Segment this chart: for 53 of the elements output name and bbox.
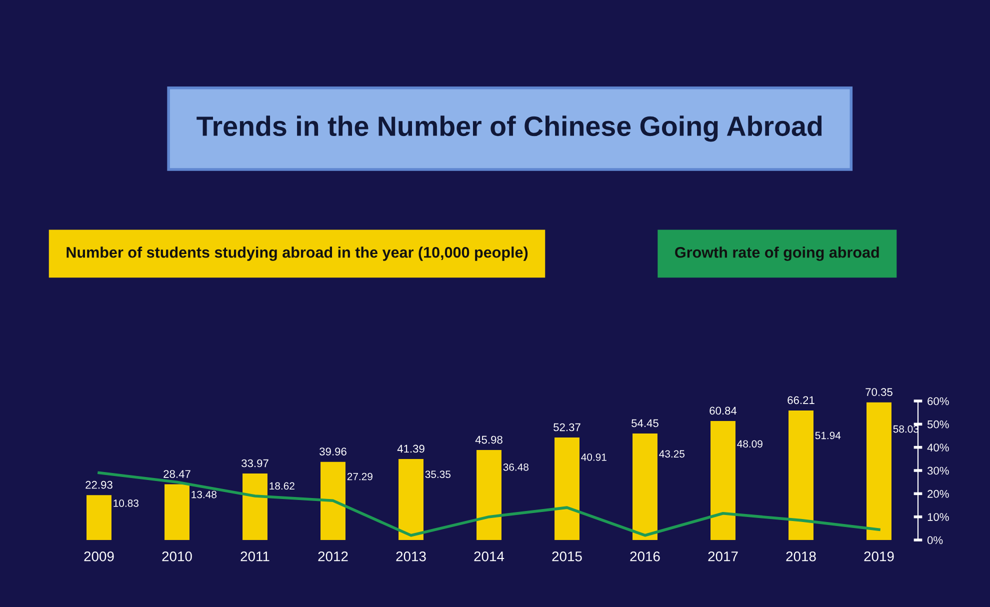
- x-tick-label: 2015: [552, 551, 582, 562]
- y2-tick-label: 40%: [927, 444, 949, 452]
- annotation: 51.94: [815, 432, 841, 440]
- bar: [866, 402, 892, 540]
- data-label: 60.84: [710, 406, 737, 415]
- x-tick-label: 2018: [786, 551, 816, 562]
- annotation: 43.25: [659, 450, 684, 458]
- annotation: 18.62: [270, 482, 294, 490]
- x-tick-label: 2012: [318, 551, 348, 562]
- data-label: 28.47: [164, 470, 190, 478]
- annotation: 10.83: [114, 500, 138, 507]
- bar: [86, 495, 112, 540]
- bar: [320, 462, 346, 540]
- annotation: 40.91: [581, 453, 606, 461]
- y2-tick-label: 50%: [927, 420, 949, 428]
- text: Number of students studying abroad in the year (10,000 people): [66, 246, 528, 261]
- x-tick-label: 2011: [240, 551, 270, 562]
- annotation: 27.29: [347, 472, 372, 480]
- y2-tick-label: 0%: [927, 536, 943, 544]
- bar: [788, 410, 814, 540]
- bar: [710, 420, 736, 540]
- y2-tick-label: 20%: [928, 490, 949, 498]
- data-label: 70.35: [866, 388, 892, 396]
- x-tick-label: 2017: [708, 551, 738, 562]
- data-label: 33.97: [242, 459, 268, 468]
- annotation: 13.48: [192, 490, 216, 498]
- y2-tick-label: 10%: [928, 513, 949, 521]
- data-label: 66.21: [788, 396, 814, 404]
- bar: [164, 484, 190, 540]
- y2-tick-label: 30%: [927, 466, 949, 475]
- annotation: 35.35: [425, 470, 450, 478]
- x-tick-label: 2013: [396, 551, 426, 562]
- data-label: 52.37: [554, 423, 580, 432]
- data-label: 54.45: [632, 419, 658, 428]
- bar: [242, 474, 268, 540]
- annotation: 48.09: [737, 440, 762, 448]
- x-tick-label: 2019: [864, 551, 894, 562]
- bar: [554, 438, 580, 540]
- data-label: 45.98: [475, 436, 502, 444]
- bar: [476, 450, 502, 540]
- data-label: 41.39: [397, 444, 424, 453]
- bar: [398, 459, 424, 540]
- y2-tick-label: 60%: [928, 397, 949, 406]
- annotation: 36.48: [503, 463, 528, 471]
- x-tick-label: 2014: [474, 551, 504, 562]
- data-label: 39.96: [320, 448, 346, 456]
- x-tick-label: 2009: [84, 551, 114, 562]
- x-tick-label: 2016: [630, 551, 660, 562]
- data-label: 22.93: [86, 480, 112, 489]
- text: Growth rate of going abroad: [675, 246, 879, 261]
- chart-title: Trends in the Number of Chinese Going Abroad: [196, 116, 822, 142]
- x-tick-label: 2010: [162, 551, 192, 562]
- bar: [632, 433, 658, 540]
